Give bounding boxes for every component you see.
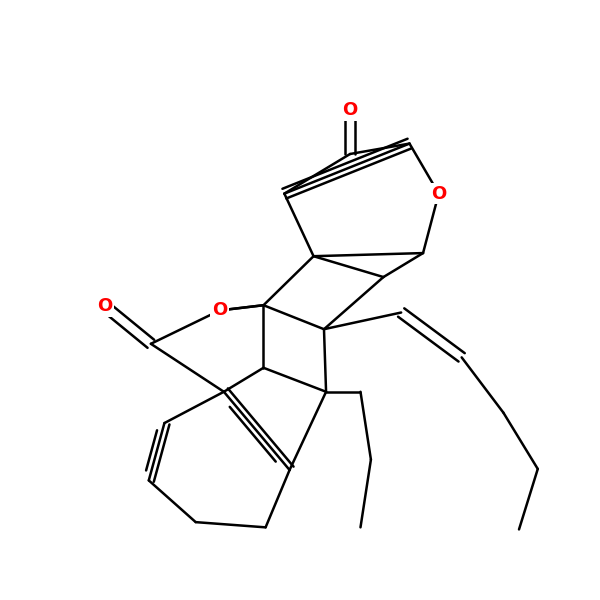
- Text: O: O: [343, 101, 358, 119]
- Text: O: O: [431, 185, 446, 203]
- Text: O: O: [212, 301, 227, 319]
- Text: O: O: [97, 297, 113, 315]
